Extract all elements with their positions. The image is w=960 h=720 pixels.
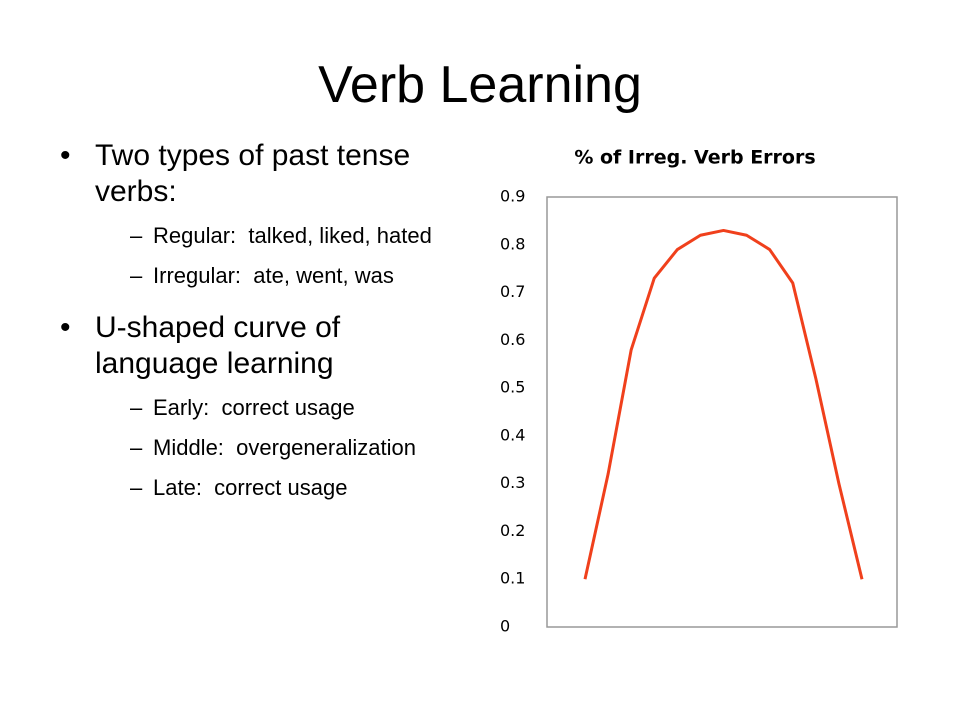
slide-title: Verb Learning [318,56,642,114]
bullet-marker: • [60,311,71,344]
sub-bullet-text: Late: correct usage [153,475,348,500]
dash-marker: – [130,475,143,500]
y-tick-label: 0.6 [500,330,525,349]
dash-marker: – [130,395,143,420]
dash-marker: – [130,435,143,460]
sub-bullet-text: Middle: overgeneralization [153,435,416,460]
dash-marker: – [130,223,143,248]
y-tick-label: 0.1 [500,569,525,588]
sub-bullet-text: Early: correct usage [153,395,355,420]
y-tick-label: 0.7 [500,282,525,301]
y-tick-label: 0.4 [500,425,525,444]
bullet-marker: • [60,139,71,172]
y-tick-label: 0.3 [500,473,525,492]
y-tick-label: 0.2 [500,521,525,540]
bullet-text: U-shaped curve of language learning [95,311,341,380]
sub-bullet-text: Irregular: ate, went, was [153,263,394,288]
bullet-text: Two types of past tense verbs: [95,139,411,208]
y-tick-label: 0 [500,617,510,636]
sub-bullet-text: Regular: talked, liked, hated [153,223,432,248]
chart-title: % of Irreg. Verb Errors [574,147,815,169]
y-tick-label: 0.5 [500,378,525,397]
plot-frame [546,196,898,628]
line-series [583,228,864,580]
y-tick-label: 0.8 [500,234,525,253]
dash-marker: – [130,263,143,288]
y-tick-label: 0.9 [500,187,525,206]
